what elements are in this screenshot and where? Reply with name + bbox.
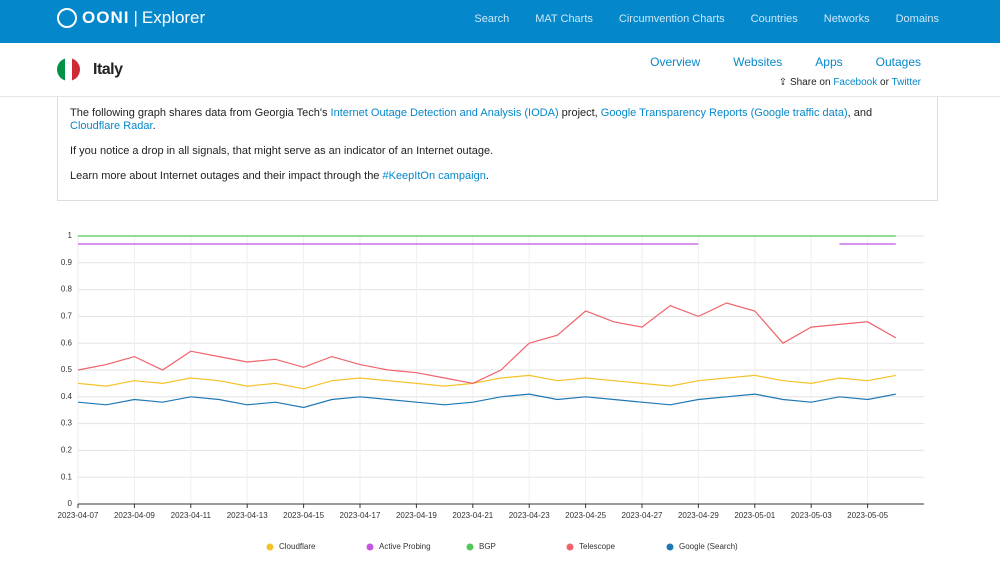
legend-marker xyxy=(466,543,474,551)
nav-link[interactable]: Networks xyxy=(823,13,870,25)
share-prefix: Share on xyxy=(789,77,831,88)
text: The following graph shares data from Geo… xyxy=(70,107,331,119)
logo[interactable]: OONI | Explorer xyxy=(57,8,205,28)
text: , and xyxy=(847,107,873,119)
logo-separator: | xyxy=(133,8,138,27)
legend-marker xyxy=(566,543,574,551)
legend-label: Google (Search) xyxy=(679,542,738,551)
tab[interactable]: Websites xyxy=(733,55,783,69)
x-tick-label: 2023-04-09 xyxy=(114,511,155,520)
text: . xyxy=(485,170,489,182)
y-tick-label: 0.4 xyxy=(61,392,73,401)
x-tick-label: 2023-04-13 xyxy=(227,511,268,520)
logo-text: OONI xyxy=(82,8,130,27)
y-tick-label: 0.5 xyxy=(61,365,73,374)
product-name: Explorer xyxy=(141,8,206,27)
y-tick-label: 0 xyxy=(68,499,73,508)
series-line xyxy=(77,302,897,385)
legend-label: Telescope xyxy=(579,542,616,551)
paragraph: Learn more about Internet outages and th… xyxy=(70,170,925,183)
nav-link[interactable]: Circumvention Charts xyxy=(618,13,725,25)
text: If you notice a drop in all signals, tha… xyxy=(70,145,494,157)
y-tick-label: 0.3 xyxy=(61,419,73,428)
tabs: Overview Websites Apps Outages xyxy=(617,55,921,69)
link[interactable]: Internet Outage Detection and Analysis (… xyxy=(330,107,559,119)
y-tick-label: 0.9 xyxy=(61,258,73,267)
nav-links: Search MAT Charts Circumvention Charts Coun… xyxy=(448,13,939,25)
flag xyxy=(57,58,80,81)
y-tick-label: 1 xyxy=(68,231,73,240)
legend-label: Active Probing xyxy=(379,542,431,551)
y-tick-label: 0.1 xyxy=(61,472,73,481)
link[interactable]: Cloudflare Radar xyxy=(70,120,153,132)
y-tick-label: 0.7 xyxy=(61,312,73,321)
country-header: Italy Overview Websites Apps Outages ⇪ Shar… xyxy=(0,43,1000,97)
link[interactable]: #KeepItOn campaign xyxy=(382,170,486,182)
x-tick-label: 2023-04-07 xyxy=(58,511,99,520)
link[interactable]: Google Transparency Reports (Google traf… xyxy=(600,107,848,119)
x-tick-label: 2023-05-03 xyxy=(791,511,832,520)
country-name: Italy xyxy=(93,61,123,78)
x-tick-label: 2023-04-19 xyxy=(396,511,437,520)
text: project, xyxy=(558,107,601,119)
x-tick-label: 2023-04-17 xyxy=(340,511,381,520)
x-tick-label: 2023-04-21 xyxy=(452,511,493,520)
legend-marker xyxy=(666,543,674,551)
twitter-link[interactable]: Twitter xyxy=(891,77,921,88)
series-line xyxy=(77,374,896,390)
tab[interactable]: Outages xyxy=(875,55,921,69)
y-tick-label: 0.6 xyxy=(61,338,73,347)
share-or: or xyxy=(880,77,889,88)
info-box: The following graph shares data from Geo… xyxy=(57,97,938,201)
logo-icon xyxy=(57,8,77,28)
text: . xyxy=(152,120,156,132)
legend-label: BGP xyxy=(479,542,496,551)
nav-link[interactable]: Domains xyxy=(895,13,939,25)
facebook-link[interactable]: Facebook xyxy=(833,77,878,88)
x-tick-label: 2023-05-05 xyxy=(847,511,888,520)
chart: 0 0.1 0.2 0.3 0.4 0.5 0.6 0.7 0.8 0.9 1 2023-04-07 2… xyxy=(58,231,924,551)
top-nav: OONI | Explorer Search MAT Charts Circumvent… xyxy=(0,0,1000,43)
y-tick-label: 0.2 xyxy=(61,446,73,455)
legend-label: Cloudflare xyxy=(279,542,316,551)
text: Learn more about Internet outages and th… xyxy=(70,170,383,182)
legend-marker xyxy=(366,543,374,551)
paragraph: If you notice a drop in all signals, tha… xyxy=(70,145,925,158)
x-tick-label: 2023-04-11 xyxy=(171,511,212,520)
nav-link[interactable]: Search xyxy=(474,13,510,25)
x-tick-label: 2023-04-23 xyxy=(509,511,550,520)
x-tick-label: 2023-04-27 xyxy=(622,511,663,520)
tab[interactable]: Apps xyxy=(815,55,843,69)
share: ⇪ Share on Facebook or Twitter xyxy=(778,77,921,88)
y-tick-label: 0.8 xyxy=(61,285,73,294)
nav-link[interactable]: MAT Charts xyxy=(535,13,593,25)
paragraph: The following graph shares data from Geo… xyxy=(70,107,925,133)
legend-marker xyxy=(266,543,274,551)
x-tick-label: 2023-04-29 xyxy=(678,511,719,520)
x-tick-label: 2023-04-25 xyxy=(565,511,606,520)
series-line xyxy=(77,393,896,409)
x-tick-label: 2023-04-15 xyxy=(283,511,324,520)
x-tick-label: 2023-05-01 xyxy=(734,511,775,520)
tab[interactable]: Overview xyxy=(650,55,701,69)
nav-link[interactable]: Countries xyxy=(750,13,798,25)
